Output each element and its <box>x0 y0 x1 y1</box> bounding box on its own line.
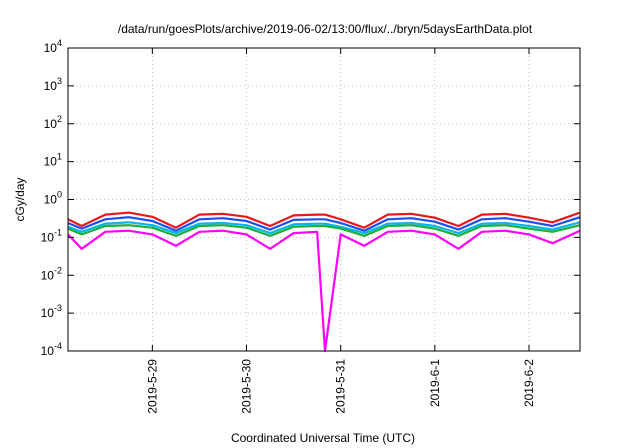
chart-title: /data/run/goesPlots/archive/2019-06-02/1… <box>118 22 533 36</box>
x-tick-label: 2019-6-2 <box>522 359 536 407</box>
y-tick-label: 101 <box>44 152 62 169</box>
y-axis-ticks: 10-4 10-3 10-2 10-1 100 101 102 103 104 <box>41 38 580 358</box>
plot-frame <box>67 47 581 352</box>
data-series-1 <box>67 211 581 229</box>
y-tick-label: 102 <box>44 114 62 131</box>
x-tick-label: 2019-5-31 <box>334 359 348 414</box>
y-tick-label: 10-4 <box>41 341 62 358</box>
x-axis-ticks: 2019-5-29 2019-5-30 2019-5-31 2019-6-1 2019-… <box>145 48 536 414</box>
y-tick-label: 10-2 <box>41 265 62 282</box>
x-tick-label: 2019-5-29 <box>145 359 159 414</box>
y-tick-label: 104 <box>44 38 62 55</box>
y-axis-label: cGy/day <box>13 177 27 221</box>
x-tick-label: 2019-5-30 <box>240 359 254 414</box>
data-series-4 <box>67 224 581 237</box>
x-tick-label: 2019-6-1 <box>428 359 442 407</box>
data-series-5 <box>67 229 581 353</box>
y-tick-label: 103 <box>44 76 62 93</box>
data-series-3 <box>67 221 581 235</box>
grid <box>68 48 580 351</box>
y-tick-label: 10-1 <box>41 227 62 244</box>
data-series-2 <box>67 216 581 232</box>
x-axis-label: Coordinated Universal Time (UTC) <box>231 431 415 445</box>
y-tick-label: 10-3 <box>41 303 62 320</box>
data-series-layer <box>67 211 581 353</box>
y-tick-label: 100 <box>44 190 62 207</box>
